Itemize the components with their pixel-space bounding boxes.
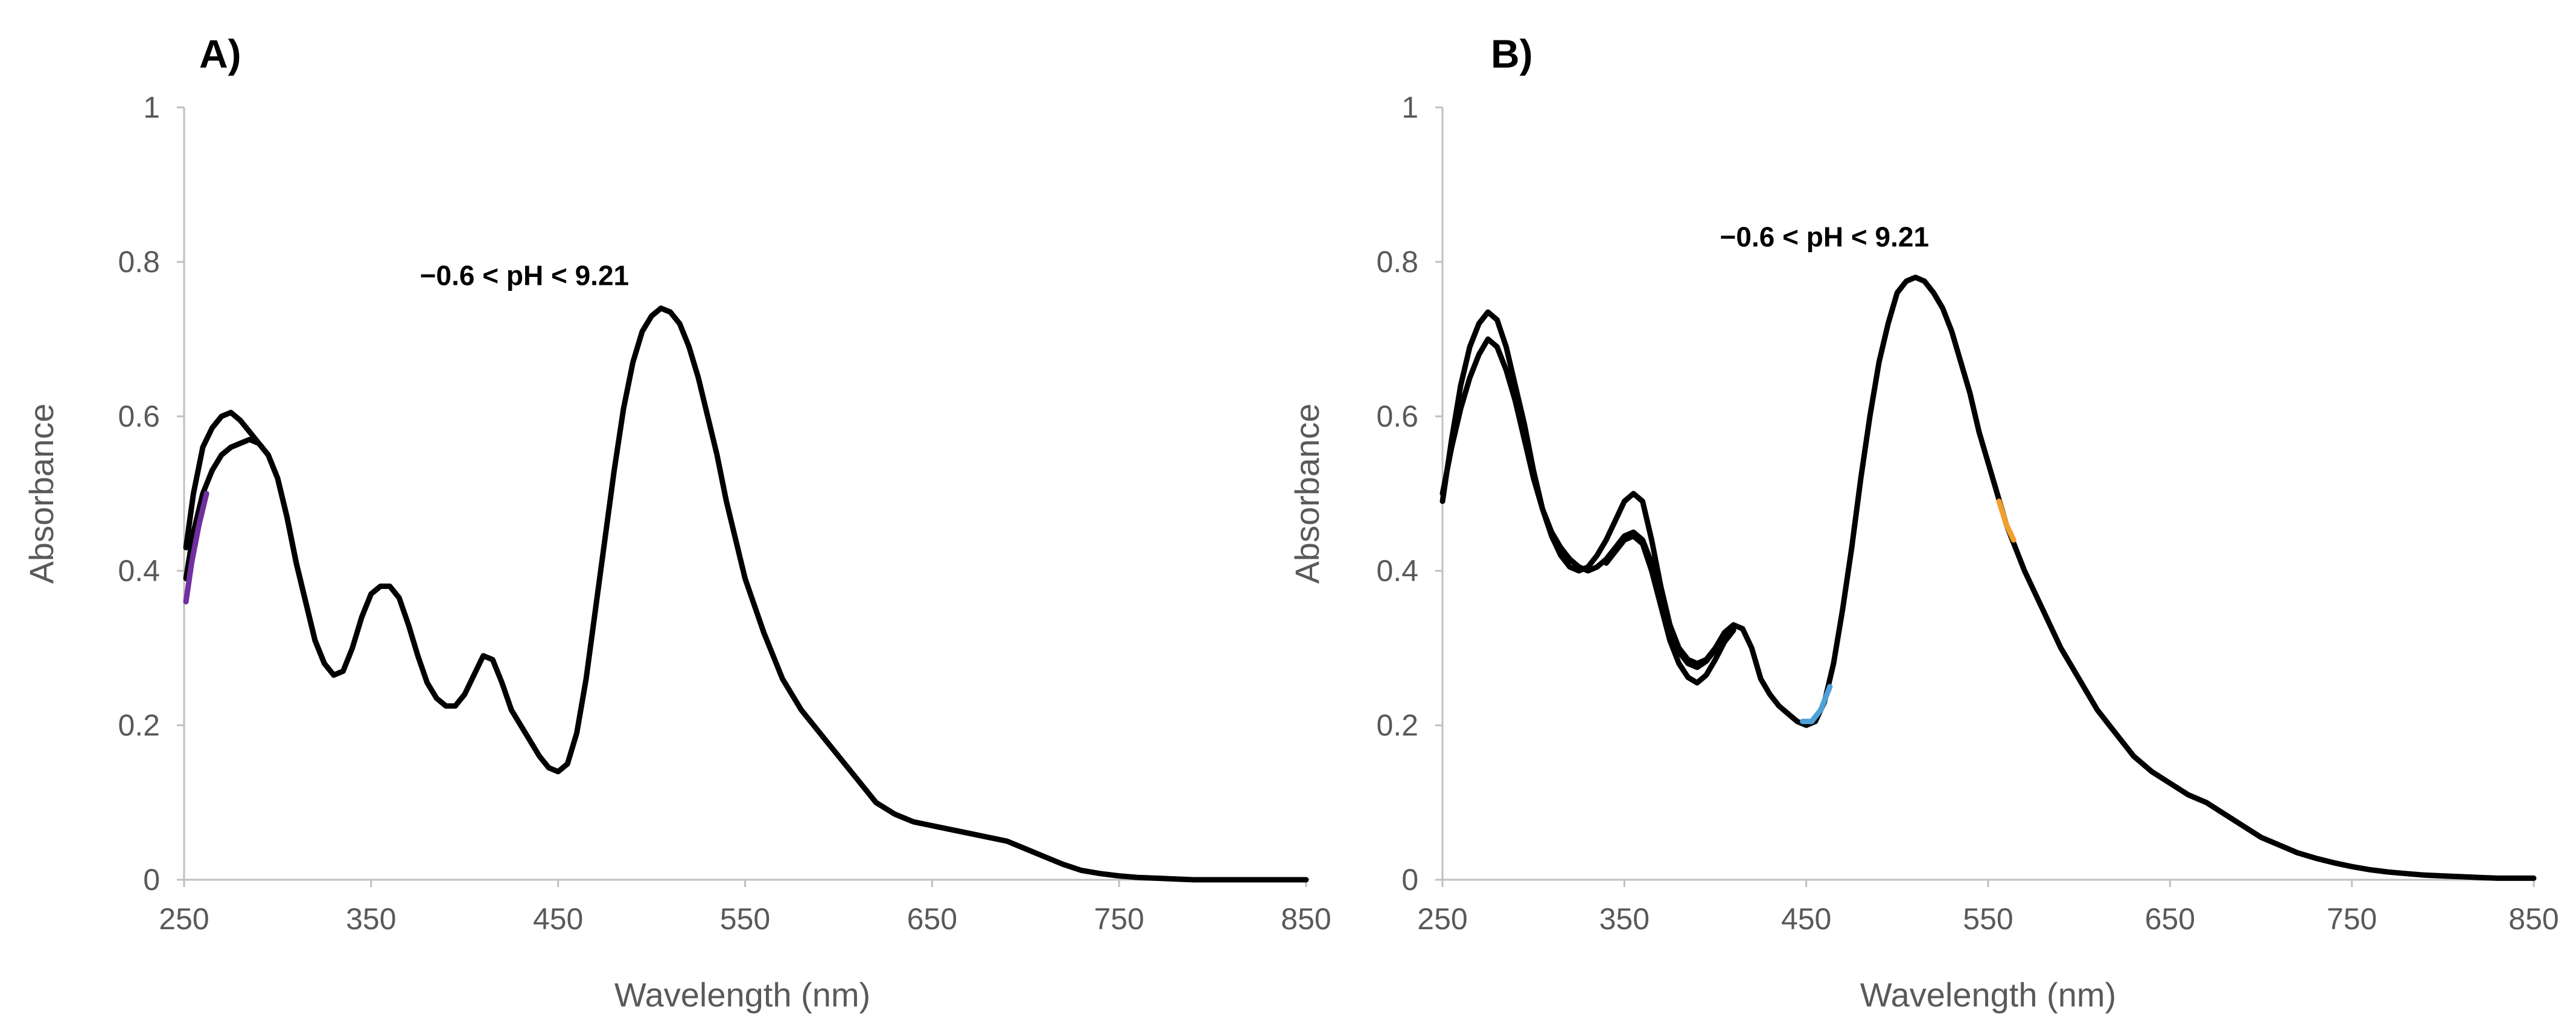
panel-a-series <box>183 305 1309 883</box>
panel-b-series-line <box>1603 533 1736 686</box>
panel-b-series-line <box>1996 498 2016 543</box>
panel-a-x-tick-label: 250 <box>159 902 209 936</box>
panel-b-y-tick-label: 0.4 <box>1376 554 1418 588</box>
panel-b-x-tick-label: 550 <box>1963 902 2013 936</box>
panel-a-series-line <box>183 410 327 667</box>
panel-b-x-ticks: 250 350 450 550 650 750 850 <box>1417 880 2559 936</box>
panel-a-label: A) <box>199 31 241 76</box>
panel-a-y-tick-label: 1 <box>143 91 160 124</box>
panel-b-x-tick-label: 250 <box>1417 902 1467 936</box>
panel-b-series-line <box>1800 684 1833 725</box>
panel-b-series <box>1439 275 2537 881</box>
panel-a-x-ticks: 250 350 450 550 650 750 850 <box>159 880 1331 936</box>
panel-a-x-tick-label: 350 <box>346 902 396 936</box>
panel-a-ph-annotation: −0.6 < pH < 9.21 <box>420 259 630 291</box>
panel-a-x-tick-label: 450 <box>533 902 583 936</box>
panel-a-x-tick-label: 750 <box>1094 902 1144 936</box>
panel-a-x-tick-label: 650 <box>907 902 957 936</box>
panel-b-y-tick-label: 0.6 <box>1376 399 1418 433</box>
panel-a-y-axis-title: Absorbance <box>22 404 60 584</box>
panel-a-y-tick-label: 0.2 <box>118 708 160 742</box>
panel-b-y-tick-label: 0.8 <box>1376 245 1418 279</box>
panel-b-y-tick-label: 0 <box>1401 863 1418 897</box>
panel-a-y-tick-label: 0 <box>143 863 160 897</box>
panel-b-x-tick-label: 450 <box>1781 902 1831 936</box>
panel-b-y-tick-label: 0.2 <box>1376 708 1418 742</box>
panel-a-series-line <box>183 491 209 605</box>
panel-b-y-ticks: 0 0.2 0.4 0.6 0.8 1 <box>1376 91 1443 897</box>
panel-b-x-tick-label: 350 <box>1599 902 1650 936</box>
panel-b-chart: B) 0 0.2 0.4 0.6 0.8 1 250 350 <box>1288 31 2559 1014</box>
panel-b-x-axis-title: Wavelength (nm) <box>1860 976 2116 1014</box>
panel-b-x-tick-label: 750 <box>2327 902 2377 936</box>
panel-b-y-tick-label: 1 <box>1401 91 1418 124</box>
panel-a-x-tick-label: 850 <box>1281 902 1331 936</box>
panel-a-y-tick-label: 0.6 <box>118 399 160 433</box>
panel-b-series-line <box>1439 275 2537 881</box>
panel-a-x-axis-title: Wavelength (nm) <box>614 976 870 1014</box>
panel-b-ph-annotation: −0.6 < pH < 9.21 <box>1720 221 1930 252</box>
panel-b-x-tick-label: 650 <box>2145 902 2195 936</box>
panel-a-y-ticks: 0 0.2 0.4 0.6 0.8 1 <box>118 91 184 897</box>
panel-a-x-tick-label: 550 <box>720 902 770 936</box>
panel-b-y-axis-title: Absorbance <box>1288 404 1326 584</box>
panel-a-y-tick-label: 0.4 <box>118 554 160 588</box>
panel-a-series-line <box>183 305 1309 883</box>
panel-b-series-line <box>1439 309 1736 670</box>
panel-a-y-tick-label: 0.8 <box>118 245 160 279</box>
panel-a-chart: A) 0 0.2 0.4 0.6 0.8 1 250 350 <box>22 31 1331 1014</box>
panel-b-x-tick-label: 850 <box>2508 902 2558 936</box>
panel-b-label: B) <box>1491 31 1533 76</box>
